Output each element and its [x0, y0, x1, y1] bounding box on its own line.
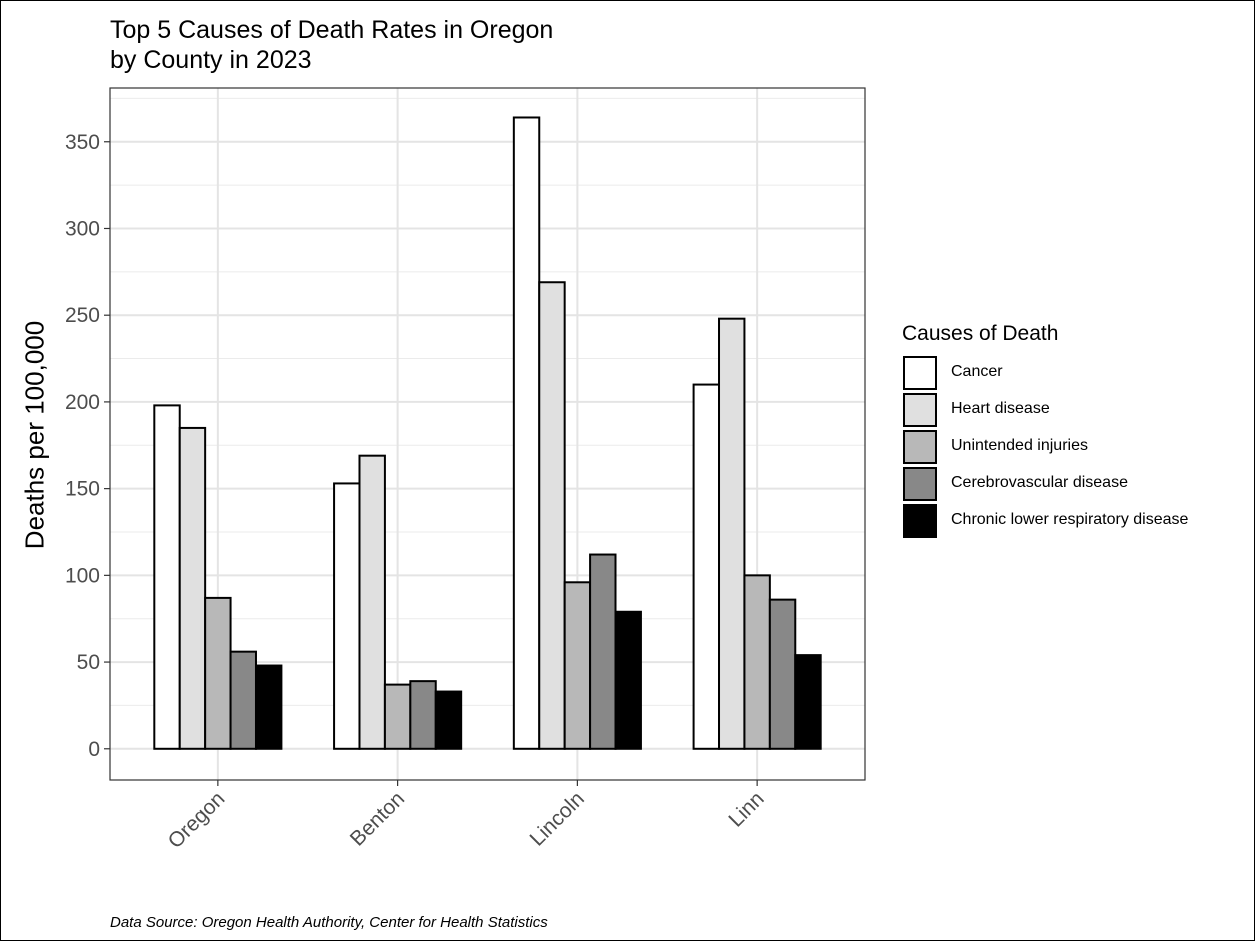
legend-swatch-chronic-lower-respiratory-disease	[903, 504, 937, 538]
x-tick-label-lincoln: Lincoln	[526, 787, 589, 850]
y-tick-label: 250	[65, 304, 100, 327]
bar-lincoln-heart-disease	[538, 281, 566, 750]
x-axis: Oregon Benton Lincoln Linn	[164, 780, 769, 853]
legend-item-cerebrovascular-disease: Cerebrovascular disease	[902, 467, 1128, 504]
legend-item-heart-disease: Heart disease	[902, 393, 1058, 430]
y-tick-label: 0	[88, 738, 100, 761]
bar-linn-cerebrovascular-disease	[768, 598, 797, 750]
bar-oregon-unintended-injuries	[204, 596, 232, 750]
bar-oregon-chronic-lower-respiratory-disease	[254, 664, 283, 750]
x-tick-label-linn: Linn	[724, 787, 768, 831]
bar-oregon-heart-disease	[178, 426, 207, 750]
chart-title-line-1: Top 5 Causes of Death Rates in Oregon	[110, 16, 554, 44]
y-tick-label: 350	[65, 131, 100, 154]
bar-layer	[153, 116, 822, 750]
bar-linn-unintended-injuries	[743, 574, 771, 750]
bar-linn-heart-disease	[718, 317, 746, 750]
chart-title-line-2: by County in 2023	[110, 46, 312, 74]
legend-title: Causes of Death	[902, 322, 1059, 345]
y-tick-label: 100	[65, 564, 100, 587]
legend-swatch-unintended-injuries	[903, 430, 937, 464]
bar-lincoln-chronic-lower-respiratory-disease	[614, 610, 642, 750]
legend-label-cancer: Cancer	[951, 363, 1003, 380]
x-tick-label-benton: Benton	[346, 787, 409, 850]
legend-item-chronic-lower-respiratory-disease: Chronic lower respiratory disease	[902, 504, 1188, 541]
x-tick-label-oregon: Oregon	[164, 787, 230, 853]
legend: Causes of Death Cancer Heart disease Uni…	[902, 322, 1188, 541]
y-tick-label: 200	[65, 391, 100, 414]
legend-item-unintended-injuries: Unintended injuries	[902, 430, 1088, 467]
bar-lincoln-unintended-injuries	[563, 581, 592, 750]
y-tick-label: 150	[65, 478, 100, 501]
bar-lincoln-cerebrovascular-disease	[589, 553, 617, 750]
legend-label-cerebrovascular-disease: Cerebrovascular disease	[951, 474, 1128, 491]
data-source-caption: Data Source: Oregon Health Authority, Ce…	[110, 914, 548, 931]
y-tick-label: 50	[77, 651, 100, 674]
y-axis-label: Deaths per 100,000	[19, 320, 50, 550]
bar-benton-heart-disease	[358, 454, 386, 750]
bar-linn-chronic-lower-respiratory-disease	[794, 654, 822, 750]
bar-linn-cancer	[692, 383, 721, 750]
y-axis: 0 50 100 150 200 250 300 350	[65, 131, 110, 761]
bar-oregon-cancer	[153, 404, 181, 750]
bar-lincoln-cancer	[512, 116, 541, 750]
bar-oregon-cerebrovascular-disease	[229, 650, 257, 750]
legend-item-cancer: Cancer	[902, 356, 1058, 393]
legend-swatch-cerebrovascular-disease	[903, 467, 937, 501]
legend-swatch-cancer	[903, 356, 937, 390]
legend-label-chronic-lower-respiratory-disease: Chronic lower respiratory disease	[951, 511, 1189, 528]
bar-benton-chronic-lower-respiratory-disease	[434, 690, 463, 750]
legend-label-unintended-injuries: Unintended injuries	[951, 437, 1088, 454]
bar-benton-cerebrovascular-disease	[409, 680, 437, 750]
legend-label-heart-disease: Heart disease	[951, 400, 1050, 417]
bar-benton-unintended-injuries	[383, 683, 412, 750]
y-tick-label: 300	[65, 217, 100, 240]
plot-panel-border	[109, 87, 866, 781]
legend-swatch-heart-disease	[903, 393, 937, 427]
bar-benton-cancer	[333, 482, 361, 750]
